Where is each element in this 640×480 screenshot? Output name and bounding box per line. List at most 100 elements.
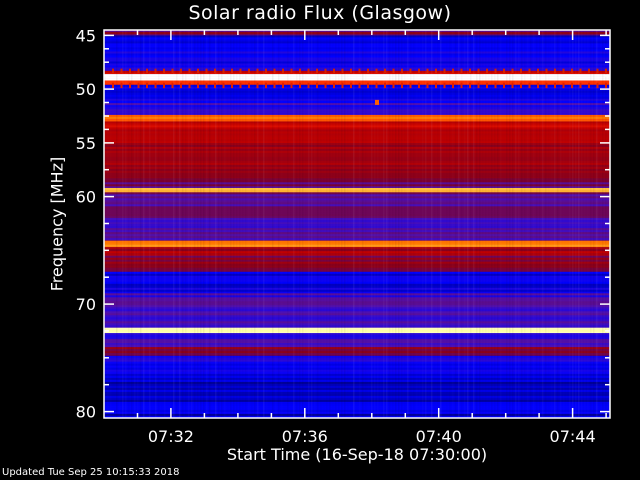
- spectrum-band: [104, 200, 610, 203]
- rfi-spike: [324, 82, 327, 89]
- time-striation: [572, 30, 574, 418]
- spectrum-band: [104, 373, 610, 377]
- spectrum-band: [104, 214, 610, 217]
- rfi-spike: [375, 82, 378, 89]
- spectrum-band: [104, 127, 610, 130]
- spectrum-band: [104, 109, 610, 112]
- rfi-spike: [282, 82, 284, 89]
- spectrum-band: [104, 78, 610, 81]
- time-striation: [218, 30, 220, 418]
- spectrum-band: [104, 137, 610, 140]
- spectrum-band: [104, 188, 610, 191]
- time-striation: [146, 30, 148, 418]
- spectrum-band: [104, 255, 610, 258]
- spectrum-band: [104, 184, 610, 187]
- spectrum-band: [104, 405, 610, 409]
- time-striation: [518, 30, 520, 418]
- rfi-spike: [605, 68, 607, 73]
- time-striation: [311, 30, 313, 418]
- spectrum-band: [104, 224, 610, 227]
- spectrum-band: [104, 313, 610, 316]
- spectrum-band: [104, 69, 610, 72]
- time-striation: [356, 30, 358, 418]
- time-striation: [461, 30, 463, 418]
- time-striation: [428, 30, 430, 418]
- time-striation: [506, 30, 508, 418]
- rfi-spike: [180, 82, 182, 89]
- rfi-spike: [188, 68, 191, 73]
- time-striation: [248, 30, 250, 418]
- spectrum-band: [104, 305, 610, 308]
- spectrum-band: [104, 53, 610, 56]
- time-striation: [176, 30, 178, 418]
- rfi-spike: [222, 68, 225, 73]
- spectrum-band: [104, 34, 610, 36]
- time-striation: [257, 30, 259, 418]
- rfi-spike: [171, 68, 174, 73]
- rfi-spike: [605, 82, 607, 89]
- spectrum-band: [104, 379, 610, 383]
- spectrum-band: [104, 371, 610, 374]
- spectrum-band: [104, 176, 610, 179]
- rfi-spike: [452, 82, 454, 89]
- spectrum-band: [104, 113, 610, 116]
- spectrum-band: [104, 303, 610, 306]
- spectrum-band: [104, 82, 610, 85]
- rfi-spike: [307, 68, 310, 73]
- spectrum-band: [104, 47, 610, 50]
- time-striation: [323, 30, 325, 418]
- updated-timestamp: Updated Tue Sep 25 10:15:33 2018: [2, 467, 180, 478]
- rfi-spike: [596, 82, 599, 89]
- spectrum-band: [104, 249, 610, 252]
- spectrum-band: [104, 86, 610, 90]
- time-striation: [254, 30, 256, 418]
- spectrum-band: [104, 208, 610, 211]
- rfi-spike: [120, 68, 123, 73]
- spectrum-band: [104, 142, 610, 146]
- spectrum-band: [104, 90, 610, 94]
- rfi-spike: [333, 68, 335, 73]
- spectrum-band: [104, 395, 610, 399]
- time-striation: [494, 30, 496, 418]
- rfi-spike: [324, 68, 327, 73]
- spectrum-band: [104, 403, 610, 407]
- spectrum-band: [104, 226, 610, 229]
- time-striation: [200, 30, 202, 418]
- time-striation: [143, 30, 145, 418]
- spectrum-band: [104, 194, 610, 197]
- spectrum-band: [104, 397, 610, 401]
- spectrum-band: [104, 393, 610, 397]
- spectrum-band: [104, 162, 610, 166]
- spectrum-band: [104, 125, 610, 128]
- time-striation: [434, 30, 436, 418]
- time-striation: [479, 30, 481, 418]
- time-striation: [464, 30, 466, 418]
- time-striation: [599, 30, 601, 418]
- rfi-spike: [579, 82, 582, 89]
- spectrum-band: [104, 98, 610, 102]
- time-striation: [452, 30, 454, 418]
- rfi-spike: [477, 68, 480, 73]
- time-striation: [590, 30, 592, 418]
- time-striation: [533, 30, 535, 418]
- spectrum-band: [104, 222, 610, 225]
- time-striation: [155, 30, 157, 418]
- time-striation: [515, 30, 517, 418]
- time-striation: [341, 30, 343, 418]
- time-striation: [353, 30, 355, 418]
- spectrum-band: [104, 116, 610, 120]
- spectrum-band: [104, 30, 610, 33]
- spectrum-band: [104, 80, 610, 81]
- spectrum-band: [104, 232, 610, 235]
- spectrum-band: [104, 234, 610, 237]
- rfi-spike: [333, 82, 335, 89]
- time-striation: [185, 30, 187, 418]
- time-striation: [335, 30, 337, 418]
- spectrum-band: [104, 186, 610, 189]
- spectrum-band: [104, 335, 610, 338]
- spectrum-band: [104, 339, 610, 342]
- spectrum-band: [104, 212, 610, 215]
- rfi-spike: [316, 82, 318, 89]
- spectrum-band: [104, 39, 610, 42]
- spectrum-band: [104, 261, 610, 264]
